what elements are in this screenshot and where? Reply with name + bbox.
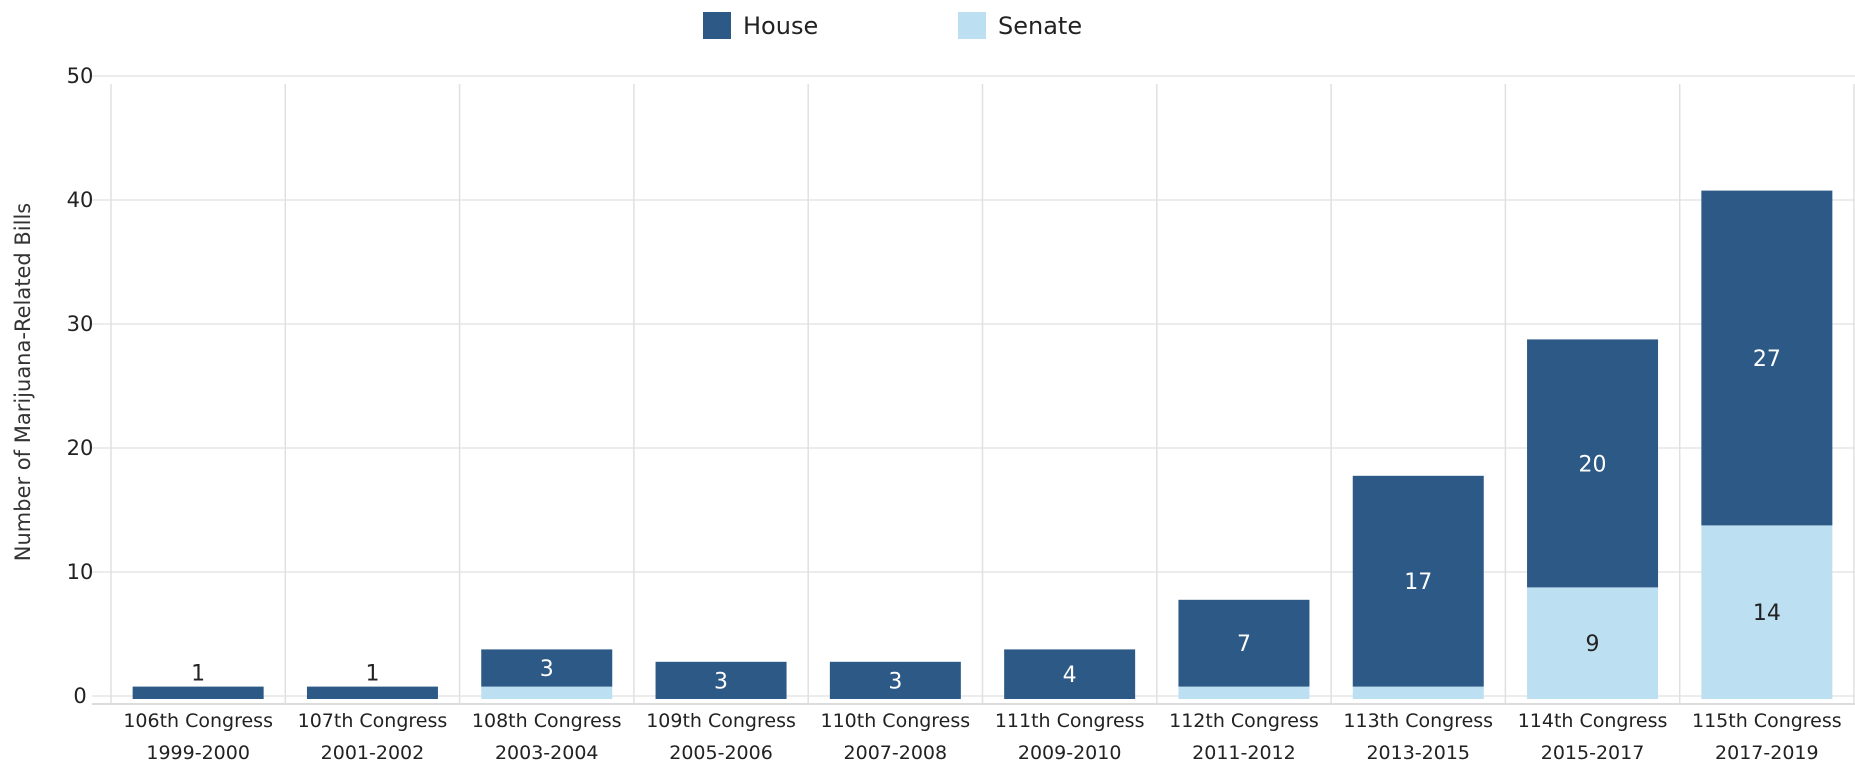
x-category-label: 107th Congress [298, 710, 448, 732]
bar-senate [1352, 686, 1484, 699]
bars: 1 1 3 3 3 4 7 17 9 20 14 27 [132, 190, 1833, 699]
x-category-label: 108th Congress [472, 710, 622, 732]
x-category-years: 2007-2008 [844, 742, 948, 764]
bar-label-house: 3 [888, 669, 902, 694]
bar-label-senate: 9 [1586, 632, 1600, 657]
x-category-years: 2011-2012 [1192, 742, 1296, 764]
y-axis-title: Number of Marijuana-Related Bills [11, 203, 35, 561]
bar-label-house: 20 [1579, 452, 1607, 477]
x-category-years: 2015-2017 [1541, 742, 1645, 764]
bar-label-house: 7 [1237, 632, 1251, 657]
bar-label-house: 3 [714, 669, 728, 694]
x-axis-labels: 106th Congress 1999-2000 107th Congress 200… [123, 710, 1841, 764]
x-category-years: 2009-2010 [1018, 742, 1122, 764]
x-category-label: 110th Congress [821, 710, 971, 732]
y-axis-ticks: 50 40 30 20 10 0 [67, 64, 94, 708]
bar-label-senate: 14 [1753, 601, 1781, 626]
bar-label-house: 17 [1404, 570, 1432, 595]
bar-label-house: 4 [1063, 663, 1077, 688]
x-category-years: 1999-2000 [146, 742, 250, 764]
legend-swatch-senate [958, 12, 986, 39]
x-category-years: 2013-2015 [1366, 742, 1470, 764]
x-category-label: 109th Congress [646, 710, 796, 732]
bar-house [1701, 190, 1833, 526]
bar-house [829, 661, 961, 699]
legend: House Senate [703, 12, 1082, 40]
y-tick-label: 30 [67, 312, 94, 336]
bar-senate [1178, 686, 1310, 699]
x-category-label: 113th Congress [1343, 710, 1493, 732]
legend-label-senate: Senate [998, 12, 1082, 40]
x-category-years: 2003-2004 [495, 742, 599, 764]
bar-house [132, 686, 264, 699]
y-tick-label: 50 [67, 64, 94, 88]
x-category-label: 115th Congress [1692, 710, 1842, 732]
x-category-years: 2001-2002 [321, 742, 425, 764]
y-tick-label: 40 [67, 188, 94, 212]
legend-label-house: House [743, 12, 818, 40]
bar-house [1004, 649, 1136, 699]
bar-house [1352, 475, 1484, 687]
x-category-label: 114th Congress [1518, 710, 1668, 732]
bar-senate [1527, 587, 1659, 699]
legend-swatch-house [703, 12, 731, 39]
bar-label-house: 3 [540, 657, 554, 682]
bar-label-house: 1 [191, 662, 205, 687]
bar-label-house: 1 [365, 662, 379, 687]
bar-house [655, 661, 787, 699]
bar-senate [481, 686, 613, 699]
x-category-years: 2017-2019 [1715, 742, 1819, 764]
bar-house [481, 649, 613, 687]
bar-house [1178, 599, 1310, 687]
bar-house [1527, 339, 1659, 588]
bar-house [306, 686, 438, 699]
x-category-label: 112th Congress [1169, 710, 1319, 732]
x-category-label: 106th Congress [123, 710, 273, 732]
y-tick-label: 10 [67, 560, 94, 584]
bar-senate [1701, 525, 1833, 699]
y-tick-label: 20 [67, 436, 94, 460]
bar-label-house: 27 [1753, 347, 1781, 372]
x-category-label: 111th Congress [995, 710, 1145, 732]
y-tick-label: 0 [73, 684, 86, 708]
x-category-years: 2005-2006 [669, 742, 773, 764]
